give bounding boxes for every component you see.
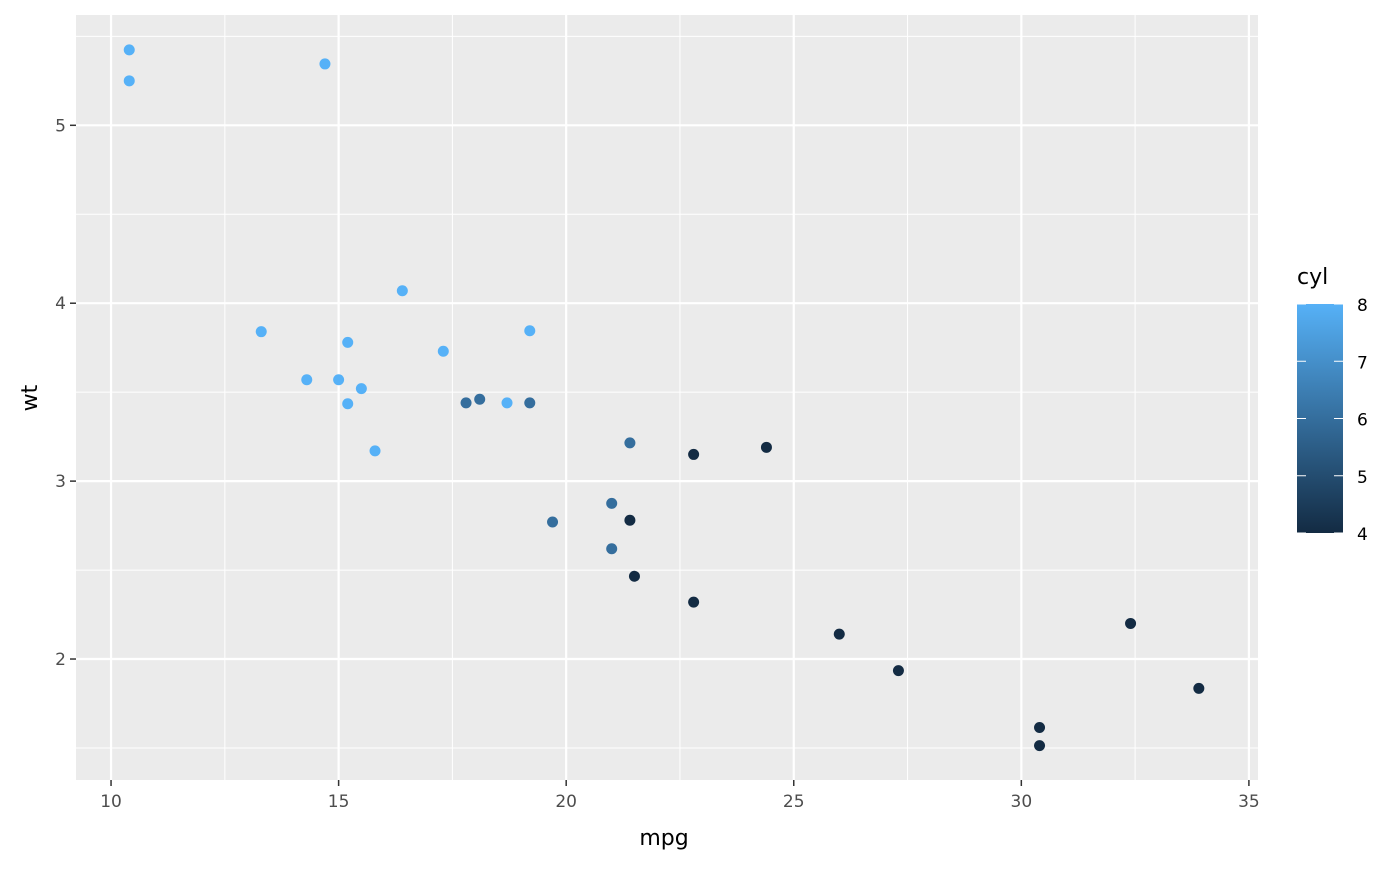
data-point xyxy=(524,397,536,409)
x-tick-label: 30 xyxy=(1011,792,1033,812)
data-point xyxy=(255,326,267,338)
data-point xyxy=(1125,617,1137,629)
data-point xyxy=(342,398,354,410)
legend-ticks: 4 5 6 7 8 xyxy=(1297,296,1368,545)
grid-major xyxy=(76,15,1258,780)
data-point xyxy=(606,543,618,555)
points xyxy=(123,44,1205,752)
data-point xyxy=(123,75,135,87)
data-point xyxy=(688,448,700,460)
axes: 10 15 20 25 30 35 2 3 4 5 xyxy=(55,116,1260,812)
plot-panel xyxy=(76,15,1258,780)
y-tick-label: 2 xyxy=(55,650,66,670)
colorbar-tick-label: 6 xyxy=(1357,411,1368,431)
x-tick-label: 10 xyxy=(100,792,122,812)
data-point xyxy=(355,383,367,395)
data-point xyxy=(624,514,636,526)
data-point xyxy=(524,325,536,337)
data-point xyxy=(624,437,636,449)
data-point xyxy=(301,374,313,386)
data-point xyxy=(606,497,618,509)
data-point xyxy=(437,345,449,357)
data-point xyxy=(460,397,472,409)
x-tick-label: 15 xyxy=(328,792,350,812)
legend: cyl 4 5 6 7 8 xyxy=(1297,265,1368,545)
x-axis-label: mpg xyxy=(639,826,688,851)
y-axis-label: wt xyxy=(18,384,43,411)
x-tick-label: 20 xyxy=(555,792,577,812)
y-tick-label: 3 xyxy=(55,472,66,492)
x-tick-label: 25 xyxy=(783,792,805,812)
colorbar-tick-label: 7 xyxy=(1357,353,1368,373)
data-point xyxy=(333,374,345,386)
data-point xyxy=(123,44,135,56)
data-point xyxy=(833,628,845,640)
data-point xyxy=(1034,722,1046,734)
data-point xyxy=(474,393,486,405)
data-point xyxy=(547,516,559,528)
y-tick-label: 5 xyxy=(55,116,66,136)
colorbar-tick-label: 8 xyxy=(1357,296,1368,316)
y-tick-label: 4 xyxy=(55,294,66,314)
data-point xyxy=(688,596,700,608)
data-point xyxy=(501,397,513,409)
legend-title: cyl xyxy=(1297,265,1328,290)
grid-minor xyxy=(76,15,1258,780)
data-point xyxy=(628,570,640,582)
data-point xyxy=(369,445,381,457)
colorbar-tick-label: 5 xyxy=(1357,468,1368,488)
data-point xyxy=(319,58,331,70)
data-point xyxy=(342,336,354,348)
data-point xyxy=(1193,682,1205,694)
data-point xyxy=(892,665,904,677)
data-point xyxy=(396,285,408,297)
colorbar-tick-label: 4 xyxy=(1357,525,1368,545)
data-point xyxy=(760,441,772,453)
x-tick-label: 35 xyxy=(1238,792,1260,812)
data-point xyxy=(1034,740,1046,752)
